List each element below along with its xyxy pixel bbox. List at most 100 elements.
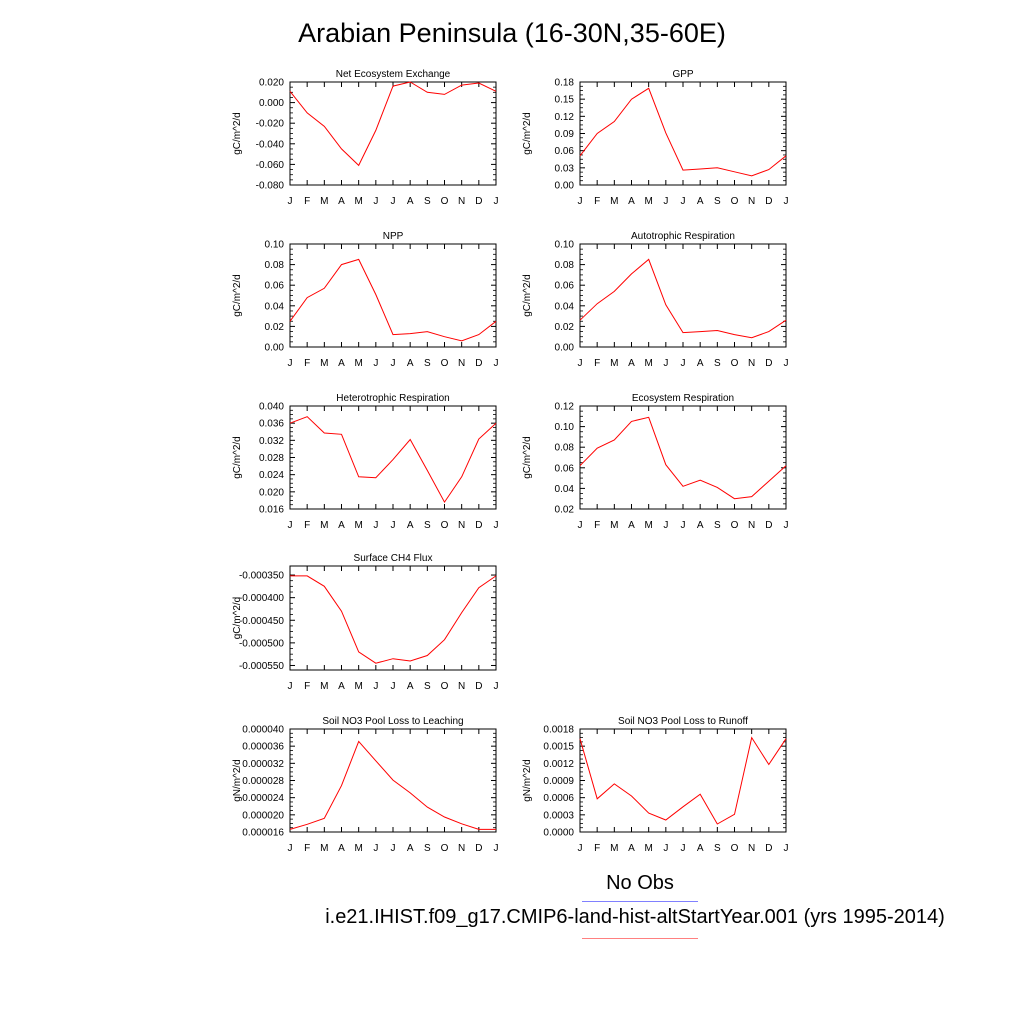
- chart-8-ytick-label: 0.000032: [242, 759, 284, 770]
- chart-3-xtick-label: M: [320, 358, 328, 369]
- chart-8-xtick-label: M: [354, 843, 362, 854]
- chart-2-xtick-label: J: [663, 196, 668, 207]
- chart-7-ytick-label: -0.000450: [239, 616, 284, 627]
- chart-9-xtick-label: M: [610, 843, 618, 854]
- chart-2-ytick-label: 0.18: [555, 78, 575, 89]
- chart-9-ytick-label: 0.0012: [543, 759, 574, 770]
- chart-9-xtick-label: O: [731, 843, 739, 854]
- chart-9: Soil NO3 Pool Loss to Runoff gN/m^2/d 0.00…: [522, 716, 789, 854]
- chart-9-ylabel: gN/m^2/d: [522, 759, 533, 802]
- chart-5-xtick-label: A: [338, 520, 345, 531]
- chart-1-ytick-label: -0.020: [256, 119, 285, 130]
- chart-2-ytick-label: 0.09: [555, 129, 575, 140]
- chart-6-xtick-label: N: [748, 520, 755, 531]
- chart-1-xtick-label: J: [288, 196, 293, 207]
- chart-1-xtick-label: O: [441, 196, 449, 207]
- chart-1-xtick-label: J: [494, 196, 499, 207]
- chart-9-xtick-label: N: [748, 843, 755, 854]
- chart-5-ytick-label: 0.028: [259, 453, 284, 464]
- chart-6-xtick-label: J: [578, 520, 583, 531]
- chart-7-xtick-label: M: [320, 681, 328, 692]
- chart-3-ytick-label: 0.08: [265, 260, 285, 271]
- chart-1-xtick-label: A: [407, 196, 414, 207]
- chart-5-ytick-label: 0.024: [259, 470, 284, 481]
- chart-4-ytick-label: 0.00: [555, 343, 575, 354]
- chart-3-ytick-label: 0.00: [265, 343, 285, 354]
- chart-9-xtick-label: S: [714, 843, 721, 854]
- chart-5-xtick-label: J: [391, 520, 396, 531]
- chart-5-ylabel: gC/m^2/d: [232, 436, 243, 479]
- chart-8-xtick-label: M: [320, 843, 328, 854]
- chart-3-series-line: [289, 258, 497, 342]
- chart-8-ytick-label: 0.000036: [242, 742, 284, 753]
- chart-8-xtick-label: F: [304, 843, 310, 854]
- chart-4-xtick-label: J: [578, 358, 583, 369]
- chart-6-ytick-label: 0.06: [555, 463, 575, 474]
- chart-3-ylabel: gC/m^2/d: [232, 274, 243, 317]
- chart-9-xtick-label: J: [681, 843, 686, 854]
- chart-3-xtick-label: A: [338, 358, 345, 369]
- chart-7-ytick-label: -0.000550: [239, 661, 284, 672]
- chart-9-title: Soil NO3 Pool Loss to Runoff: [618, 716, 748, 727]
- chart-7: Surface CH4 Flux gC/m^2/d -0.000350 -0.0004…: [232, 553, 499, 692]
- chart-1-xtick-label: M: [320, 196, 328, 207]
- chart-9-ytick-label: 0.0003: [543, 810, 574, 821]
- chart-9-xtick-label: J: [784, 843, 789, 854]
- chart-1-xtick-label: N: [458, 196, 465, 207]
- chart-5-ytick-label: 0.016: [259, 505, 284, 516]
- chart-6: Ecosystem Respiration gC/m^2/d 0.12 0.10 0.0…: [522, 393, 789, 531]
- chart-2-xtick-label: S: [714, 196, 721, 207]
- chart-5-ytick-label: 0.040: [259, 402, 284, 413]
- chart-7-ytick-label: -0.000500: [239, 638, 284, 649]
- legend-case-label: i.e21.IHIST.f09_g17.CMIP6-land-hist-altS…: [325, 906, 945, 928]
- chart-1: Net Ecosystem Exchange gC/m^2/d 0.020 0.000…: [232, 69, 499, 207]
- chart-1-ytick-label: 0.020: [259, 78, 284, 89]
- chart-3-frame: [289, 243, 497, 348]
- chart-2-series-line: [579, 87, 787, 177]
- chart-1-title: Net Ecosystem Exchange: [336, 69, 451, 80]
- chart-3-ytick-label: 0.02: [265, 322, 285, 333]
- chart-7-title: Surface CH4 Flux: [354, 553, 433, 564]
- chart-3-ytick-label: 0.10: [265, 240, 285, 251]
- chart-5-xtick-label: J: [494, 520, 499, 531]
- chart-1-xtick-label: D: [475, 196, 482, 207]
- chart-6-xtick-label: J: [663, 520, 668, 531]
- chart-1-xtick-label: S: [424, 196, 431, 207]
- chart-4-xtick-label: A: [697, 358, 704, 369]
- chart-9-xtick-label: D: [765, 843, 772, 854]
- chart-3-ytick-label: 0.06: [265, 281, 285, 292]
- chart-5-xtick-label: O: [441, 520, 449, 531]
- chart-8-xtick-label: J: [288, 843, 293, 854]
- chart-3-xtick-label: F: [304, 358, 310, 369]
- chart-5-xtick-label: F: [304, 520, 310, 531]
- chart-1-xtick-label: F: [304, 196, 310, 207]
- chart-5-xtick-label: M: [320, 520, 328, 531]
- chart-4-xtick-label: D: [765, 358, 772, 369]
- chart-6-xtick-label: A: [697, 520, 704, 531]
- chart-6-xtick-label: O: [731, 520, 739, 531]
- chart-2-xtick-label: A: [697, 196, 704, 207]
- chart-5-xtick-label: J: [288, 520, 293, 531]
- chart-5-title: Heterotrophic Respiration: [336, 393, 449, 404]
- chart-8-xtick-label: A: [407, 843, 414, 854]
- chart-8-xtick-label: J: [391, 843, 396, 854]
- chart-7-xtick-label: D: [475, 681, 482, 692]
- chart-3-xtick-label: S: [424, 358, 431, 369]
- chart-3-xtick-label: D: [475, 358, 482, 369]
- chart-5-ytick-label: 0.036: [259, 419, 284, 430]
- chart-3-xtick-label: J: [288, 358, 293, 369]
- chart-7-xtick-label: J: [288, 681, 293, 692]
- chart-2-xtick-label: O: [731, 196, 739, 207]
- chart-9-ytick-label: 0.0009: [543, 776, 574, 787]
- chart-7-xtick-label: M: [354, 681, 362, 692]
- chart-8-ytick-label: 0.000028: [242, 776, 284, 787]
- chart-8-ylabel: gN/m^2/d: [232, 759, 243, 802]
- chart-6-ytick-label: 0.02: [555, 505, 575, 516]
- chart-2-title: GPP: [672, 69, 693, 80]
- chart-6-ytick-label: 0.04: [555, 484, 575, 495]
- chart-9-ytick-label: 0.0018: [543, 725, 574, 736]
- chart-2-xtick-label: D: [765, 196, 772, 207]
- chart-5-xtick-label: M: [354, 520, 362, 531]
- chart-9-series-line: [579, 736, 787, 825]
